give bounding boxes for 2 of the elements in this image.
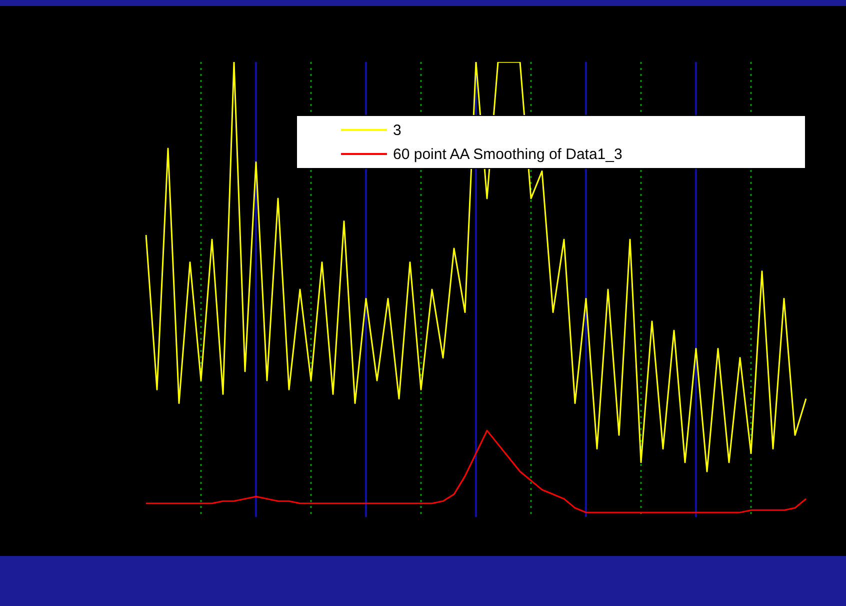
legend-label: 3 [393, 122, 402, 138]
legend-label: 60 point AA Smoothing of Data1_3 [393, 146, 622, 162]
